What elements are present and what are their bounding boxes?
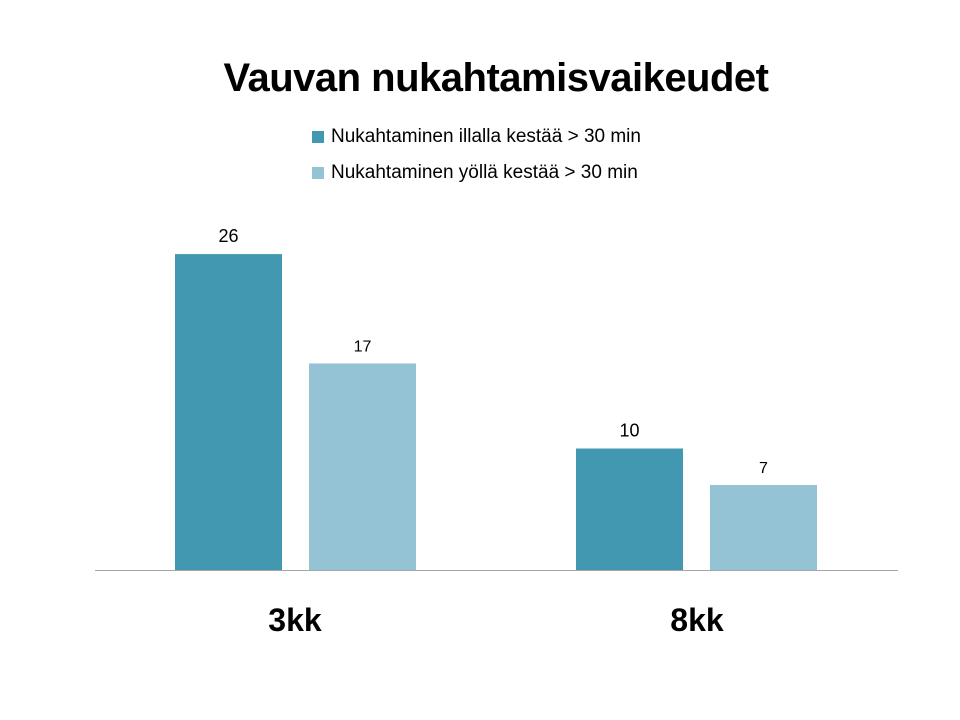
bar-3kk-series-2	[309, 363, 416, 570]
bar-3kk-series-1	[175, 254, 282, 570]
legend-item-evening: Nukahtaminen illalla kestää > 30 min	[312, 126, 641, 148]
bar-8kk-series-1	[576, 448, 683, 570]
data-label-3kk-series-2: 17	[354, 338, 372, 355]
legend-swatch-evening	[312, 131, 324, 143]
legend-item-night: Nukahtaminen yöllä kestää > 30 min	[312, 162, 638, 184]
category-label-8kk: 8kk	[670, 602, 724, 638]
data-label-3kk-series-1: 26	[218, 226, 238, 246]
legend-label-night: Nukahtaminen yöllä kestää > 30 min	[331, 162, 638, 183]
legend-swatch-night	[312, 167, 324, 179]
data-label-8kk-series-2: 7	[759, 460, 768, 477]
category-label-3kk: 3kk	[268, 602, 322, 638]
data-label-8kk-series-1: 10	[619, 421, 639, 441]
bar-8kk-series-2	[710, 484, 817, 570]
legend-label-evening: Nukahtaminen illalla kestää > 30 min	[331, 126, 641, 147]
chart-title: Vauvan nukahtamisvaikeudet	[223, 56, 769, 100]
